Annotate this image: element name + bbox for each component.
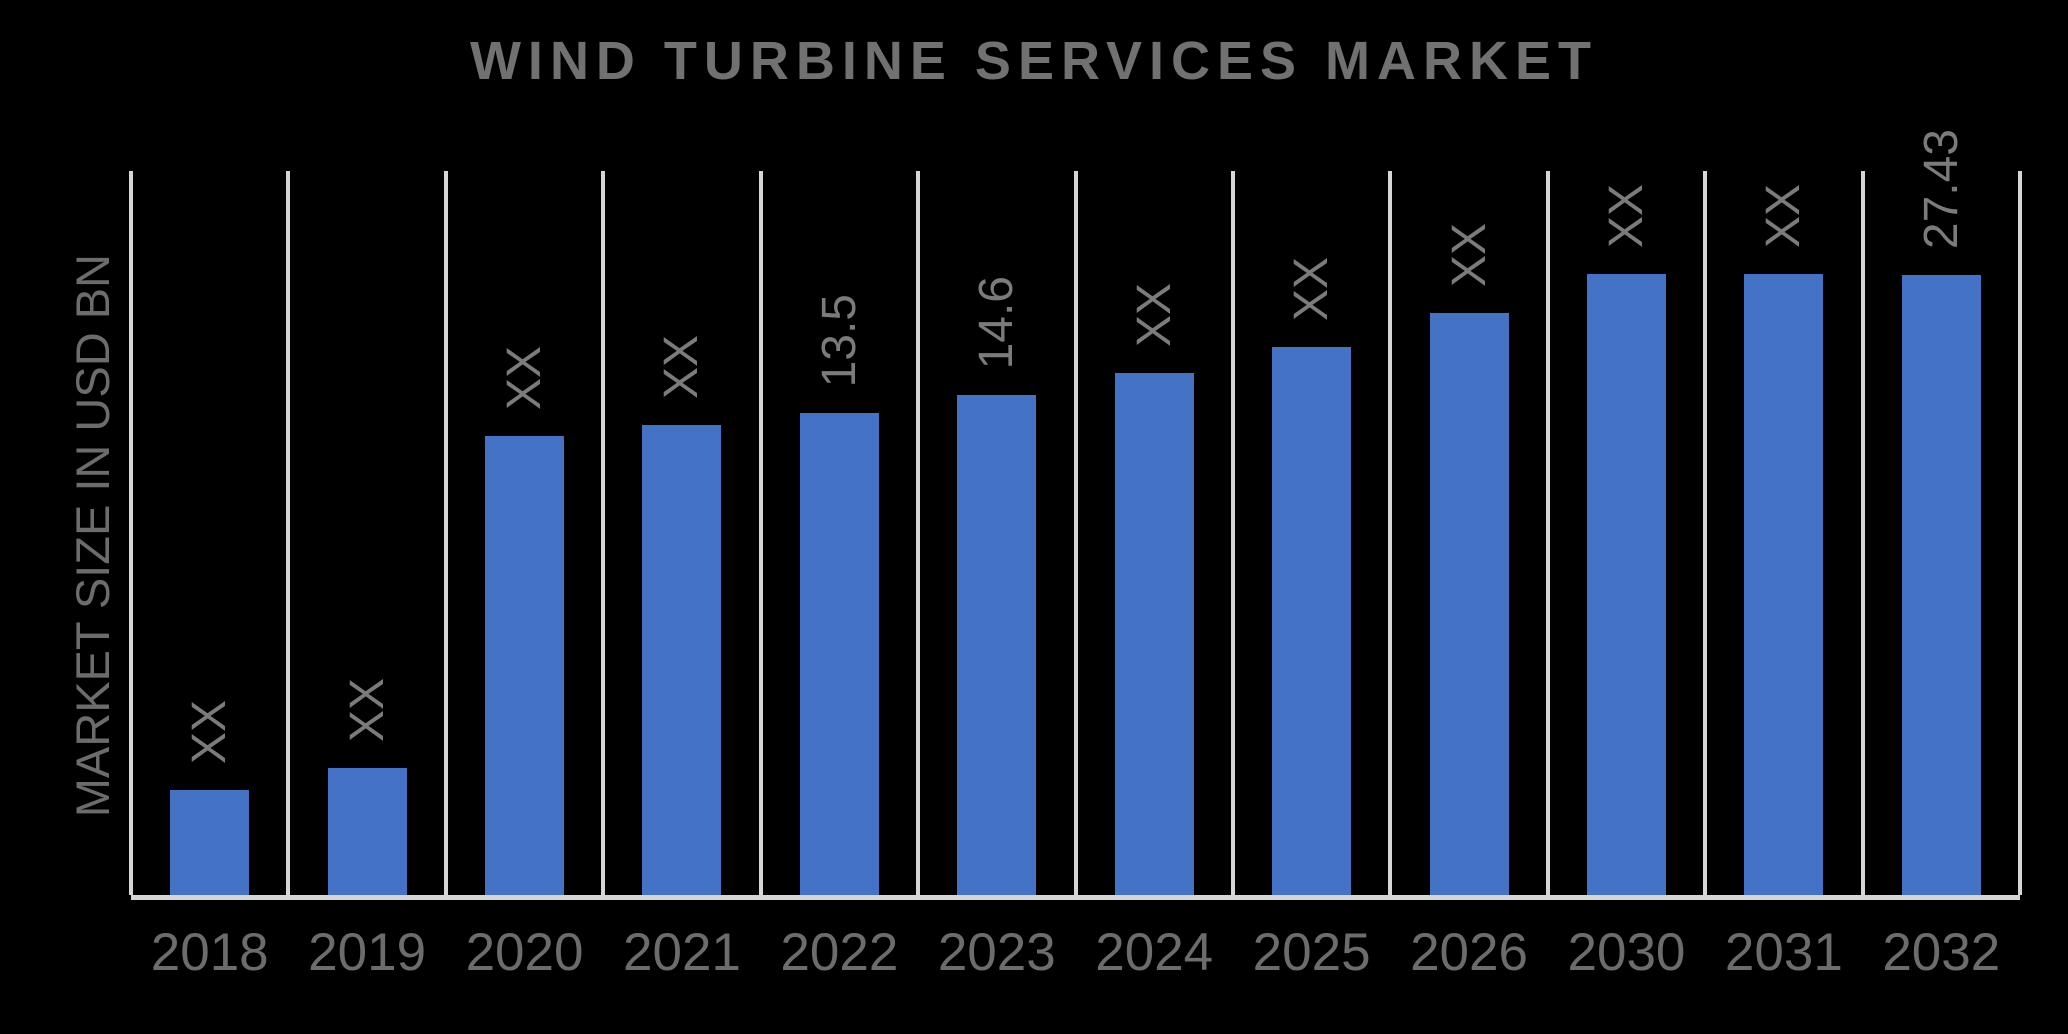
bar-column-2018: XX	[131, 166, 288, 895]
gridline	[286, 171, 291, 895]
x-axis-tick-label: 2019	[308, 923, 427, 982]
bar-value-label: 13.5	[812, 293, 866, 387]
bar-2020	[485, 436, 565, 895]
bar-2032	[1901, 275, 1981, 895]
x-axis-tick-label: 2032	[1882, 923, 2001, 982]
x-axis: 2018 2019 2020 2021 2022 2023 2024 2025 2026 2030…	[131, 922, 2020, 1002]
gridline	[1388, 171, 1393, 895]
bar-value-label: 14.6	[970, 275, 1024, 369]
bar-value-label: 27.43	[1914, 128, 1968, 249]
x-axis-tick-label: 2026	[1410, 923, 1528, 982]
bar-value-label: XX	[1127, 282, 1181, 347]
bar-value-label: XX	[340, 677, 394, 742]
chart-title: WIND TURBINE SERVICES MARKET	[469, 31, 1599, 91]
bar-2024	[1114, 373, 1194, 895]
bar-value-label: XX	[1442, 222, 1496, 287]
x-axis-tick-label: 2031	[1724, 923, 1843, 982]
x-axis-tick-label: 2021	[623, 923, 741, 982]
bar-value-label: XX	[498, 345, 552, 410]
x-axis-tick-label: 2018	[150, 923, 269, 982]
bar-2021	[642, 425, 722, 895]
x-axis-tick-label: 2030	[1567, 923, 1686, 982]
bar-value-label: XX	[1599, 183, 1653, 248]
bar-2018	[170, 790, 250, 895]
bar-value-label: XX	[655, 334, 709, 399]
bar-2031	[1744, 274, 1824, 895]
bar-column-2030: XX	[1548, 166, 1705, 895]
x-axis-tick-label: 2020	[465, 923, 584, 982]
y-axis-label-text: MARKET SIZE IN USD BN	[65, 253, 119, 818]
bar-column-2026: XX	[1390, 166, 1547, 895]
gridline	[443, 171, 448, 895]
bar-value-label: XX	[1285, 256, 1339, 321]
bar-value-label: XX	[183, 699, 237, 764]
bar-2019	[327, 768, 407, 895]
bar-2030	[1586, 274, 1666, 895]
gridline	[1860, 171, 1865, 895]
x-axis-tick-label: 2023	[937, 923, 1056, 982]
bar-column-2031: XX	[1705, 166, 1862, 895]
gridline	[758, 171, 763, 895]
gridline	[916, 171, 921, 895]
x-axis-tick-label: 2024	[1095, 923, 1214, 982]
bar-column-2032: 27.43	[1863, 129, 2020, 895]
bar-2023	[957, 395, 1037, 895]
y-axis-label: MARKET SIZE IN USD BN	[42, 171, 142, 900]
bar-value-label: XX	[1757, 183, 1811, 248]
bar-column-2023: 14.6	[918, 166, 1075, 895]
bar-2022	[799, 413, 879, 895]
bar-column-2021: XX	[603, 166, 760, 895]
gridline	[1545, 171, 1550, 895]
gridline	[1230, 171, 1235, 895]
bar-column-2024: XX	[1076, 166, 1233, 895]
bar-2026	[1429, 313, 1509, 895]
gridline	[2018, 171, 2022, 895]
gridline	[601, 171, 606, 895]
gridline	[1073, 171, 1078, 895]
bar-column-2022: 13.5	[761, 166, 918, 895]
x-axis-tick-label: 2025	[1252, 923, 1371, 982]
x-axis-tick-label: 2022	[780, 923, 899, 982]
gridline	[129, 171, 133, 895]
bar-column-2020: XX	[446, 166, 603, 895]
bar-column-2025: XX	[1233, 166, 1390, 895]
plot-area: XX XX XX XX 13.5 14.6 XX XX XX XX XX 27.43	[129, 129, 2022, 900]
gridline	[1703, 171, 1708, 895]
bar-2025	[1272, 347, 1352, 895]
bar-column-2019: XX	[288, 166, 445, 895]
